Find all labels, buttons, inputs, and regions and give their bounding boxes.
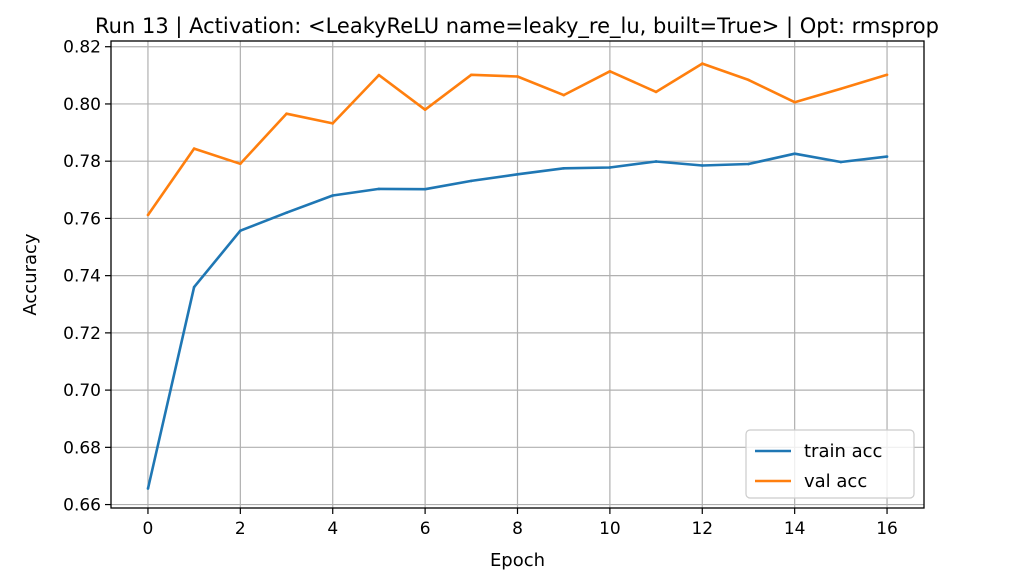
data-point [331,122,335,125]
y-tick-label: 0.72 [63,324,101,344]
data-point [700,62,704,65]
data-point [700,164,704,167]
data-point [516,75,519,78]
series-lines [146,62,889,490]
x-tick-label: 0 [143,519,154,539]
x-axis-label: Epoch [490,550,545,571]
data-point [146,213,150,217]
axis-ticks: 0 2 4 6 8 10 12 14 16 0.66 0.68 0.70 0.72 0.74 0.76 0.7… [63,38,898,539]
y-tick-label: 0.74 [63,267,101,287]
grid-lines [111,41,924,508]
data-point [423,187,427,191]
y-tick-label: 0.66 [63,496,101,516]
x-tick-label: 10 [599,519,621,539]
x-tick-label: 12 [691,519,713,539]
x-tick-label: 2 [235,519,246,539]
data-point [377,73,381,77]
data-point [285,211,288,214]
y-tick-label: 0.70 [63,381,101,401]
data-point [146,487,150,490]
legend-entry-label: train acc [804,441,882,462]
data-point [470,179,473,183]
y-axis-label: Accuracy [20,233,41,316]
x-tick-label: 16 [876,519,898,539]
data-point [654,90,658,94]
data-point [793,152,796,156]
data-point [192,147,196,150]
data-point [285,112,288,115]
data-point [423,108,427,111]
data-point [654,160,658,163]
data-point [747,162,750,166]
data-point [470,73,473,77]
data-point [239,162,242,166]
data-point [331,194,335,197]
x-tick-label: 4 [327,519,338,539]
x-tick-label: 8 [512,519,523,539]
y-tick-label: 0.78 [63,152,101,172]
x-tick-label: 14 [784,519,806,539]
data-point [839,160,843,164]
data-point [562,167,565,170]
legend-entry-label: val acc [804,471,867,492]
data-point [192,285,196,289]
data-point [793,100,796,104]
data-point [562,93,565,97]
legend: train acc val acc [745,429,915,499]
y-tick-label: 0.68 [63,438,101,458]
data-point [885,73,889,77]
y-tick-label: 0.80 [63,95,101,115]
data-point [239,229,242,233]
data-point [377,187,381,191]
x-tick-label: 6 [420,519,431,539]
y-tick-label: 0.76 [63,209,101,229]
data-point [885,155,889,158]
data-point [608,166,612,169]
data-point [608,70,612,73]
data-point [516,173,519,176]
data-point [839,87,843,91]
chart-title: Run 13 | Activation: <LeakyReLU name=lea… [95,14,939,39]
data-point [747,78,750,82]
y-tick-label: 0.82 [63,38,101,58]
